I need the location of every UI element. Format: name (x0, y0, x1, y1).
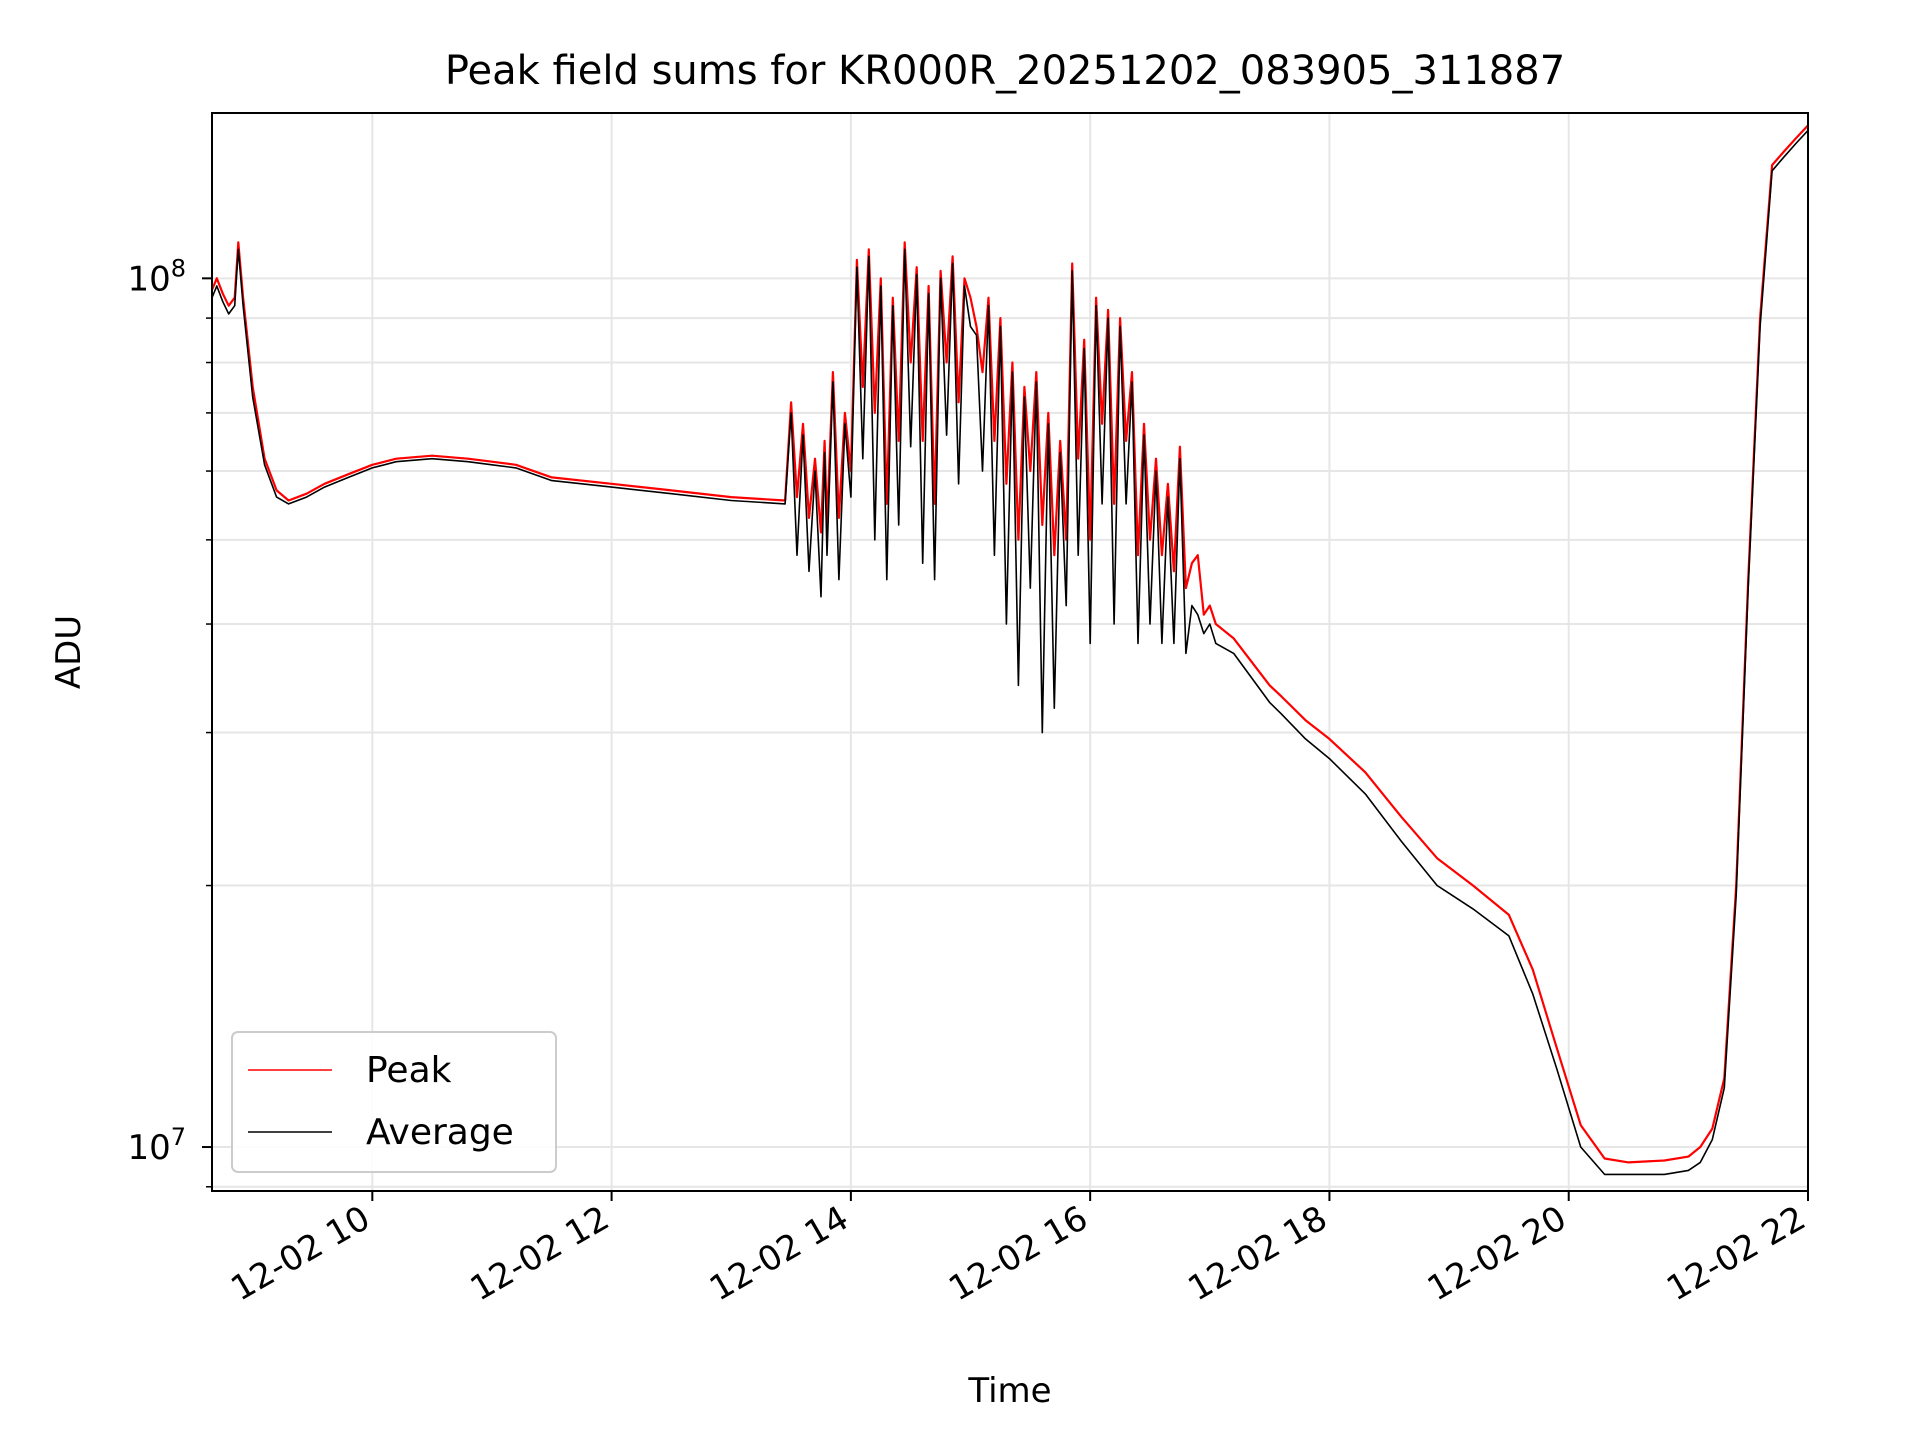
series-line-average (212, 129, 1808, 1176)
y-tick-label: 107 (127, 1123, 186, 1168)
y-axis-label: ADU (49, 615, 89, 689)
series-line-peak (212, 124, 1808, 1164)
chart-title: Peak field sums for KR000R_20251202_0839… (445, 48, 1565, 94)
x-axis-label: Time (967, 1371, 1051, 1411)
y-tick-label: 108 (127, 254, 186, 299)
legend-box (231, 1031, 557, 1173)
series-group (212, 124, 1808, 1176)
y-axis-ticks: 107 108 (127, 254, 212, 1188)
legend-label-average: Average (366, 1112, 514, 1153)
legend: Peak Average (231, 1031, 557, 1173)
plot-frame (211, 112, 1809, 1192)
legend-label-peak: Peak (366, 1050, 452, 1091)
